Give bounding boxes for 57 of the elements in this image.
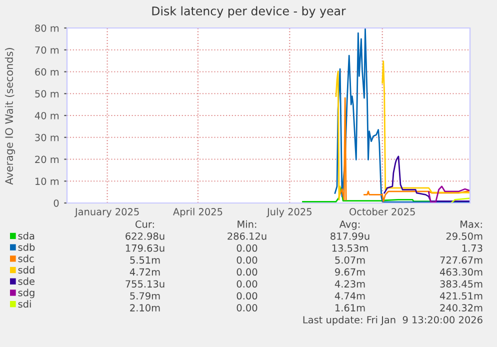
- text: 5.79m: [130, 292, 160, 300]
- text: Cur:: [136, 220, 154, 228]
- y-tick-label: 50 m: [35, 90, 59, 98]
- text: 179.63u: [126, 244, 164, 252]
- text: 463.30m: [440, 268, 482, 276]
- text: 0.00: [236, 280, 258, 288]
- text: 421.51m: [440, 292, 482, 300]
- text: 13.53m: [332, 244, 368, 252]
- text: 1.61m: [336, 304, 365, 312]
- legend-label: sdc: [18, 254, 34, 262]
- legend-label: sda: [18, 232, 34, 240]
- legend-label: sdi: [18, 300, 31, 308]
- x-tick-label: April 2025: [173, 208, 222, 218]
- x-tick-label: January 2025: [74, 208, 139, 218]
- text: 2.10m: [130, 304, 160, 312]
- text: 0.00: [236, 268, 258, 276]
- text: 9.67m: [335, 268, 365, 276]
- text: 4.74m: [334, 292, 365, 300]
- x-tick-label: October 2025: [350, 208, 415, 216]
- line-series: [384, 156, 470, 202]
- y-tick-label: 20 m: [35, 156, 59, 164]
- y-tick-label: 70 m: [35, 46, 59, 54]
- text: 0.00: [236, 292, 258, 300]
- y-tick-label: 0: [54, 199, 59, 207]
- text: 5.07m: [335, 256, 365, 264]
- text: Max:: [460, 220, 482, 228]
- text: 4.72m: [130, 268, 160, 276]
- legend-label: sde: [18, 277, 34, 285]
- text: 29.50m: [446, 232, 482, 240]
- y-tick-label: 30 m: [35, 134, 59, 142]
- y-tick-label: 80 m: [35, 24, 59, 32]
- text: 4.23m: [334, 280, 365, 288]
- text: 5.51m: [130, 256, 160, 264]
- y-tick-label: 10 m: [36, 178, 59, 185]
- text: Min:: [238, 220, 256, 228]
- text: Last update: Fri Jan 9 13:20:00 2026: [303, 316, 482, 326]
- chart-title: Disk latency per device - by year: [152, 6, 346, 18]
- text: 0.00: [236, 256, 258, 264]
- line-series: [428, 186, 470, 203]
- y-axis-title: Average IO Wait (seconds): [4, 48, 16, 185]
- x-tick-label: July 2025: [266, 208, 312, 218]
- legend-label: sdg: [18, 288, 34, 298]
- text: 1.73: [462, 244, 482, 252]
- text: 817.99u: [330, 232, 370, 240]
- y-tick-label: 60 m: [35, 68, 59, 76]
- text: 240.32m: [440, 304, 482, 312]
- text: 383.45m: [440, 280, 482, 288]
- text: 0.00: [236, 244, 258, 252]
- legend-label: sdd: [18, 266, 34, 274]
- text: 755.13u: [126, 280, 164, 288]
- text: 286.12u: [228, 232, 266, 240]
- legend-label: sdb: [18, 243, 35, 251]
- text: 727.67m: [440, 256, 482, 264]
- y-tick-label: 40 m: [34, 112, 59, 120]
- text: Avg:: [339, 220, 360, 230]
- text: 622.98u: [126, 232, 164, 240]
- text: 0.00: [236, 304, 258, 312]
